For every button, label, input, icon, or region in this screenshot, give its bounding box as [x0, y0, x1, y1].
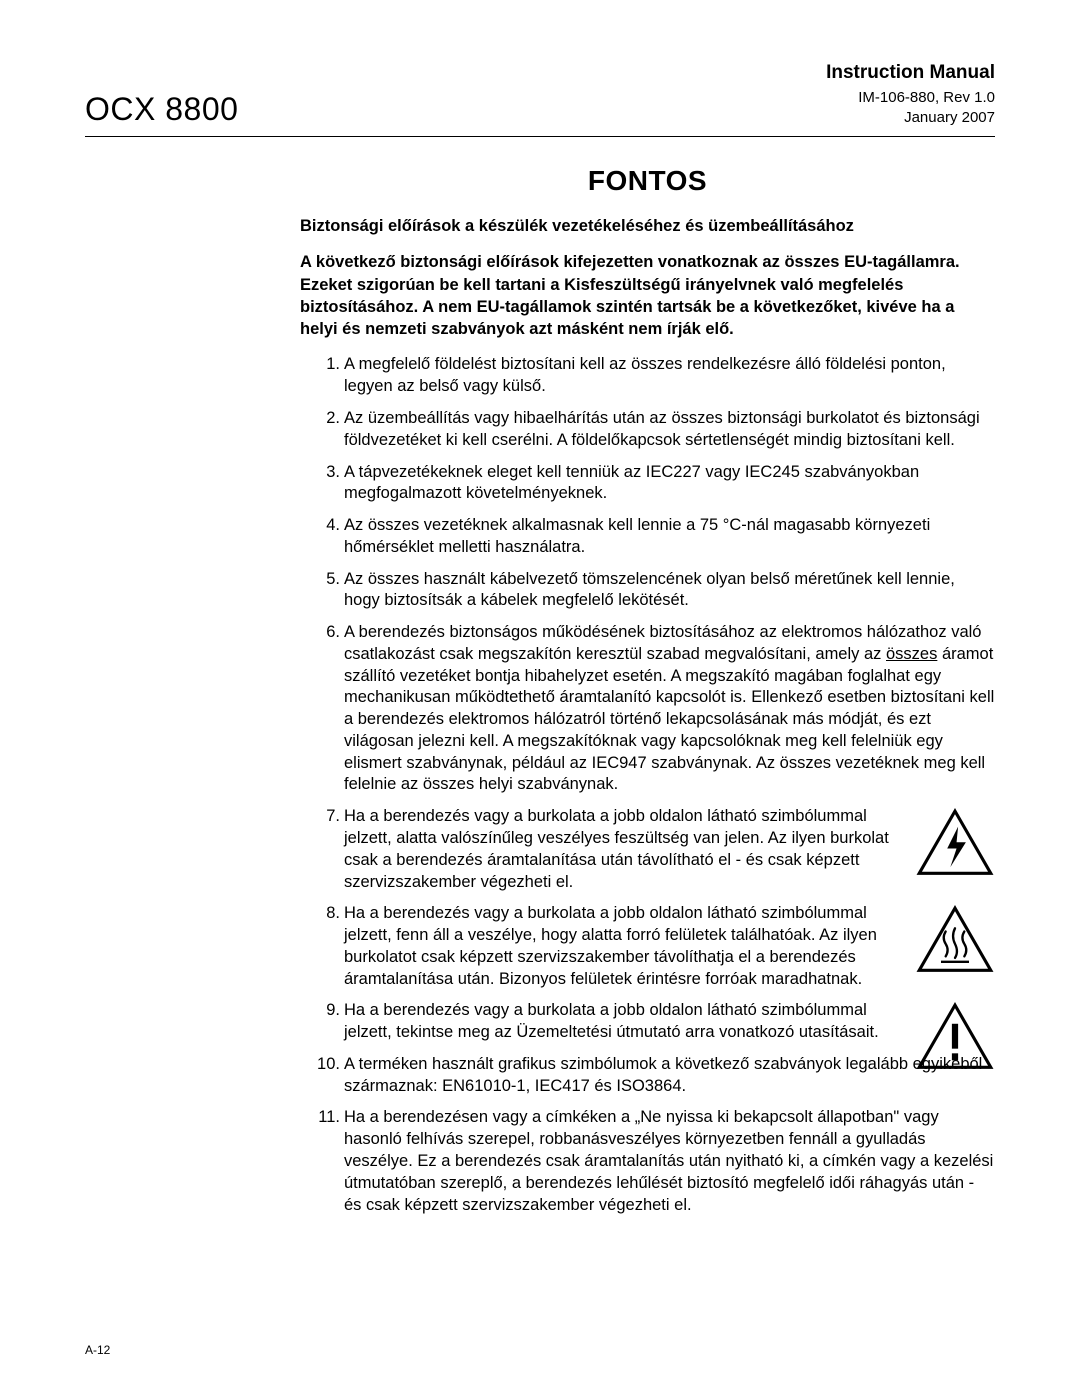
main-title: FONTOS [300, 165, 995, 197]
underlined-word: összes [886, 645, 937, 663]
page-number: A-12 [85, 1343, 110, 1357]
safety-item-8: Ha a berendezés vagy a burkolata a jobb … [324, 903, 995, 990]
safety-item-2: Az üzembeállítás vagy hibaelhárítás után… [324, 408, 995, 452]
content-area: FONTOS Biztonsági előírások a készülék v… [300, 165, 995, 1216]
safety-item-11: Ha a berendezésen vagy a címkéken a „Ne … [324, 1107, 995, 1216]
intro-paragraph: A következő biztonsági előírások kifejez… [300, 251, 995, 340]
doc-meta: Instruction Manual IM-106-880, Rev 1.0 J… [826, 60, 995, 128]
safety-item-9: Ha a berendezés vagy a burkolata a jobb … [324, 1000, 995, 1044]
safety-item-text: Az összes vezetéknek alkalmasnak kell le… [344, 516, 930, 556]
page: OCX 8800 Instruction Manual IM-106-880, … [0, 0, 1080, 1397]
safety-item-3: A tápvezetékeknek eleget kell tenniük az… [324, 462, 995, 506]
voltage-icon-slot [915, 808, 995, 880]
safety-item-7: Ha a berendezés vagy a burkolata a jobb … [324, 806, 995, 893]
safety-item-1: A megfelelő földelést biztosítani kell a… [324, 354, 995, 398]
safety-item-10: A terméken használt grafikus szimbólumok… [324, 1054, 995, 1098]
page-header: OCX 8800 Instruction Manual IM-106-880, … [85, 60, 995, 137]
safety-item-text: A terméken használt grafikus szimbólumok… [344, 1055, 982, 1095]
hot-surface-icon [916, 905, 994, 975]
safety-item-4: Az összes vezetéknek alkalmasnak kell le… [324, 515, 995, 559]
voltage-icon [916, 808, 994, 878]
safety-list: A megfelelő földelést biztosítani kell a… [300, 354, 995, 1216]
safety-item-text: Az összes használt kábelvezető tömszelen… [344, 570, 955, 610]
safety-item-text: Ha a berendezésen vagy a címkéken a „Ne … [344, 1108, 993, 1213]
safety-item-text: A megfelelő földelést biztosítani kell a… [344, 355, 946, 395]
product-name: OCX 8800 [85, 91, 238, 128]
doc-id: IM-106-880, Rev 1.0 [826, 88, 995, 108]
doc-type: Instruction Manual [826, 60, 995, 86]
safety-item-6: A berendezés biztonságos működésének biz… [324, 622, 995, 796]
safety-item-text: Ha a berendezés vagy a burkolata a jobb … [344, 904, 877, 987]
safety-item-text: A tápvezetékeknek eleget kell tenniük az… [344, 463, 919, 503]
safety-item-5: Az összes használt kábelvezető tömszelen… [324, 569, 995, 613]
doc-date: January 2007 [826, 108, 995, 128]
hot-icon-slot [915, 905, 995, 977]
safety-item-text: Ha a berendezés vagy a burkolata a jobb … [344, 807, 889, 890]
safety-item-text: Az üzembeállítás vagy hibaelhárítás után… [344, 409, 980, 449]
subtitle: Biztonsági előírások a készülék vezetéke… [300, 215, 995, 237]
safety-item-text: Ha a berendezés vagy a burkolata a jobb … [344, 1001, 879, 1041]
